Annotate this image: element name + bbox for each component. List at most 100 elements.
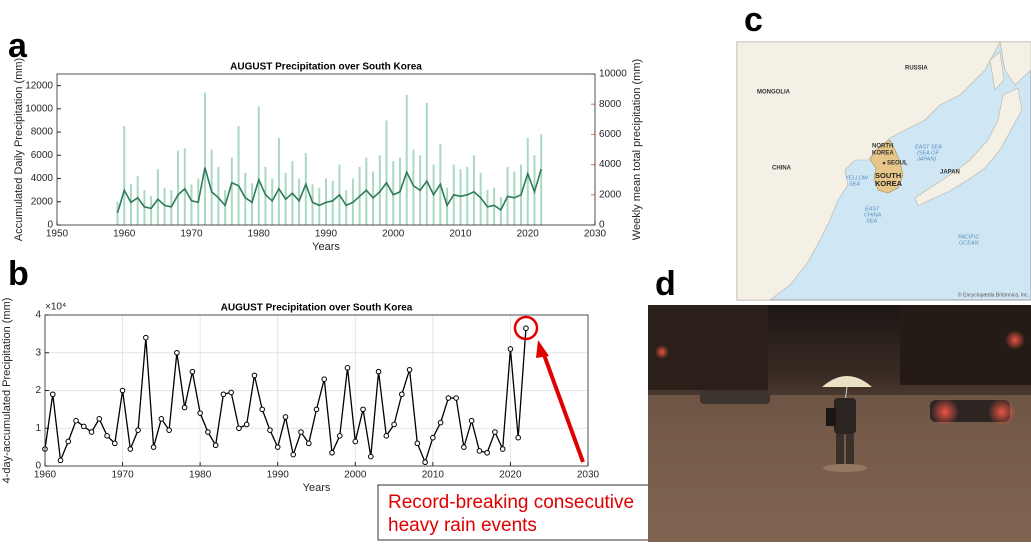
marker bbox=[119, 387, 126, 394]
x-tick-label: 2000 bbox=[382, 229, 405, 240]
x-tick-label: 1990 bbox=[315, 229, 338, 240]
marker bbox=[127, 446, 134, 452]
y-tick-label: 3 bbox=[35, 347, 41, 358]
marker bbox=[406, 366, 413, 373]
series-line bbox=[116, 167, 542, 214]
charts: 1950 1960 1970 1980 1990 2000 2010 2020 20300200… bbox=[1, 58, 643, 494]
chart-title: AUGUST Precipitation over South Korea bbox=[230, 62, 422, 73]
marker bbox=[476, 448, 483, 454]
leg bbox=[836, 434, 844, 464]
arrow-head bbox=[536, 340, 549, 358]
marker bbox=[96, 416, 103, 422]
y2-tick-label: 10000 bbox=[599, 69, 627, 80]
marker bbox=[73, 417, 79, 424]
marker bbox=[422, 459, 428, 466]
marker bbox=[523, 325, 529, 332]
marker bbox=[150, 444, 157, 450]
marker bbox=[243, 421, 250, 428]
light bbox=[655, 345, 669, 359]
marker bbox=[305, 440, 312, 447]
highlight-circle bbox=[513, 315, 539, 341]
marker bbox=[507, 346, 514, 352]
marker bbox=[197, 410, 203, 416]
tail-light bbox=[988, 398, 1016, 426]
japan bbox=[914, 87, 1023, 207]
map-label: EAST SEA bbox=[915, 144, 942, 150]
leg bbox=[846, 434, 854, 464]
marker bbox=[383, 433, 390, 439]
x-tick-label: 1960 bbox=[34, 470, 57, 481]
marker bbox=[414, 440, 421, 447]
annotation: Record-breaking consecutive bbox=[388, 492, 634, 513]
tail-light bbox=[931, 398, 959, 426]
person bbox=[834, 398, 856, 434]
marker bbox=[313, 406, 320, 413]
x-tick-label: 2030 bbox=[584, 229, 607, 240]
marker bbox=[251, 372, 258, 379]
y-tick-label: 4000 bbox=[31, 173, 54, 184]
map-label: EAST bbox=[865, 206, 880, 212]
marker bbox=[298, 429, 304, 435]
marker bbox=[228, 389, 234, 396]
marker bbox=[80, 423, 87, 430]
y2-tick-label: 0 bbox=[599, 220, 605, 231]
marker bbox=[189, 368, 196, 375]
map-label: KOREA bbox=[875, 179, 903, 188]
y2-tick-label: 2000 bbox=[599, 189, 622, 200]
marker bbox=[290, 451, 297, 458]
marker bbox=[321, 376, 328, 382]
marker bbox=[391, 421, 397, 428]
marker bbox=[205, 429, 211, 435]
map-label: PACIFIC bbox=[958, 234, 979, 240]
panel-label: b bbox=[8, 255, 29, 293]
marker bbox=[352, 438, 359, 445]
marker bbox=[368, 453, 374, 460]
marker bbox=[158, 416, 165, 422]
plot-frame bbox=[44, 314, 589, 467]
marker bbox=[375, 368, 382, 375]
y-tick-label: 8000 bbox=[31, 127, 54, 138]
marker bbox=[135, 427, 141, 433]
marker bbox=[104, 433, 110, 439]
map-label: NORTH bbox=[872, 144, 893, 150]
marker bbox=[461, 444, 467, 450]
y-tick-label: 6000 bbox=[31, 150, 54, 161]
y-tick-label: 4 bbox=[35, 310, 41, 321]
y2-tick-label: 8000 bbox=[599, 99, 622, 110]
x-tick-label: 1980 bbox=[248, 229, 271, 240]
marker bbox=[336, 433, 343, 439]
marker bbox=[181, 404, 188, 411]
map: RUSSIA MONGOLIA CHINA NORTH KOREA SEOUL … bbox=[736, 41, 1031, 301]
light bbox=[1005, 330, 1025, 350]
y-axis-label: 4-day-accumulated Precipitation (mm) bbox=[1, 298, 13, 484]
ripple bbox=[823, 464, 867, 472]
map-label: JAPAN) bbox=[916, 156, 936, 162]
marker bbox=[212, 442, 219, 449]
marker bbox=[437, 419, 444, 426]
marker bbox=[468, 417, 475, 424]
x-tick-label: 1990 bbox=[267, 470, 290, 481]
korea bbox=[869, 139, 904, 194]
x-tick-label: 2010 bbox=[449, 229, 472, 240]
panel-label: a bbox=[8, 27, 28, 65]
marker bbox=[274, 444, 281, 450]
bag bbox=[826, 408, 836, 426]
map-label: (SEA OF bbox=[917, 150, 939, 156]
y-tick-label: 1 bbox=[35, 423, 41, 434]
x-tick-label: 1960 bbox=[113, 229, 136, 240]
panel-label: c bbox=[744, 1, 763, 39]
island bbox=[989, 51, 1005, 91]
marker bbox=[166, 427, 172, 433]
y-tick-label: 0 bbox=[35, 461, 41, 472]
chart-title: AUGUST Precipitation over South Korea bbox=[221, 303, 413, 314]
car bbox=[700, 390, 770, 404]
y-tick-label: 2 bbox=[35, 385, 41, 396]
y-tick-label: 12000 bbox=[25, 80, 53, 91]
y-tick-label: 2000 bbox=[31, 196, 54, 207]
y2-tick-label: 4000 bbox=[599, 159, 622, 170]
x-tick-label: 1980 bbox=[189, 470, 212, 481]
landmass bbox=[999, 41, 1031, 86]
x-tick-label: 1950 bbox=[46, 229, 69, 240]
annotation: heavy rain events bbox=[388, 515, 537, 536]
